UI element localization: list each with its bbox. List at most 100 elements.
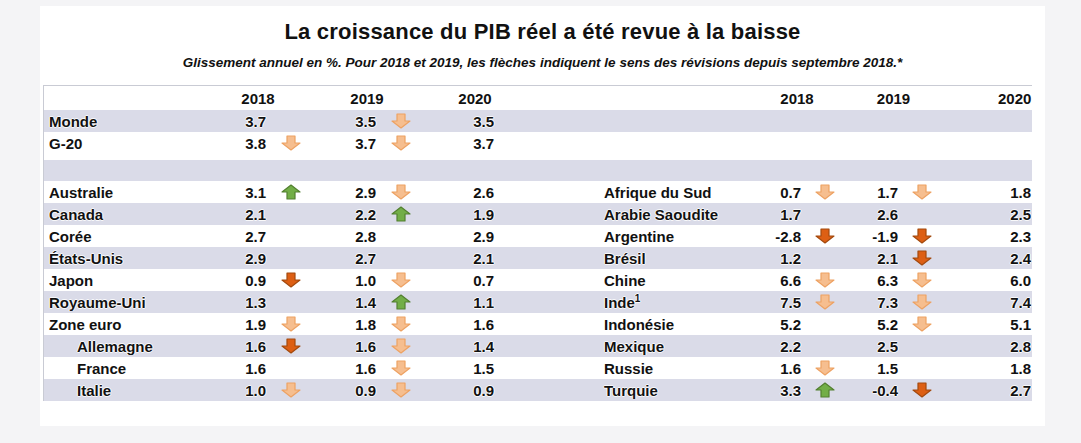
right-value-2020: 5.1 <box>942 316 1031 333</box>
right-arrow-2018 <box>801 360 845 376</box>
left-value-2018: 1.9 <box>204 316 266 333</box>
country-label-left: États-Unis <box>44 250 204 267</box>
chart-subtitle: Glissement annuel en %. Pour 2018 et 201… <box>40 55 1045 70</box>
table-row: Australie 3.1 2.9 2.6 Afrique du Sud 0.7… <box>44 181 1032 203</box>
left-value-2020: 2.9 <box>422 228 494 245</box>
country-label-right: Turquie <box>599 382 749 399</box>
left-value-2020: 0.7 <box>422 272 494 289</box>
right-value-2020: 1.8 <box>942 184 1031 201</box>
left-value-2019: 2.9 <box>312 184 376 201</box>
country-label-right: Russie <box>599 360 749 377</box>
right-value-2018: 2.2 <box>749 338 801 355</box>
right-value-2018: 1.2 <box>749 250 801 267</box>
revision-arrow-down-icon <box>390 184 412 200</box>
country-label-right: Brésil <box>599 250 749 267</box>
right-arrow-2019 <box>898 272 942 288</box>
left-value-2019: 0.9 <box>312 382 376 399</box>
right-arrow-2018 <box>801 228 845 244</box>
right-value-2018: 0.7 <box>749 184 801 201</box>
right-value-2020: 6.0 <box>942 272 1031 289</box>
left-value-2019: 1.6 <box>312 360 376 377</box>
right-value-2019: 7.3 <box>845 294 898 311</box>
table-row: Royaume-Uni 1.3 1.4 1.1 Inde1 7.5 7.3 7.… <box>44 291 1032 313</box>
left-value-2020: 1.5 <box>422 360 494 377</box>
spacer-row <box>44 160 1032 181</box>
right-arrow-2018 <box>801 382 845 398</box>
country-label-left: Australie <box>44 184 204 201</box>
country-label-right: Chine <box>599 272 749 289</box>
revision-arrow-down-icon <box>390 360 412 376</box>
country-label-right: Indonésie <box>599 316 749 333</box>
table-row: G-20 3.8 3.7 3.7 <box>44 132 1032 154</box>
revision-arrow-down-icon <box>814 360 836 376</box>
right-value-2018: -2.8 <box>749 228 801 245</box>
table-row: Allemagne 1.6 1.6 1.4 Mexique 2.2 2.5 2.… <box>44 335 1032 357</box>
left-arrow-2018 <box>266 382 312 398</box>
left-arrow-2018 <box>266 272 312 288</box>
left-arrow-2019 <box>376 135 422 151</box>
right-value-2020: 2.7 <box>942 382 1031 399</box>
country-label-right: Inde1 <box>599 293 749 311</box>
revision-arrow-down-icon <box>390 113 412 129</box>
revision-arrow-down-icon <box>814 294 836 310</box>
revision-arrow-up-icon <box>390 294 412 310</box>
right-value-2020: 2.5 <box>942 206 1031 223</box>
column-header-2018-right: 2018 <box>749 90 845 107</box>
right-arrow-2019 <box>898 228 942 244</box>
left-value-2018: 2.7 <box>204 228 266 245</box>
left-value-2020: 1.4 <box>422 338 494 355</box>
revision-arrow-down-icon <box>390 316 412 332</box>
table-row: Zone euro 1.9 1.8 1.6 Indonésie 5.2 5.2 … <box>44 313 1032 335</box>
left-value-2019: 1.8 <box>312 316 376 333</box>
right-value-2020: 7.4 <box>942 294 1031 311</box>
left-value-2018: 2.1 <box>204 206 266 223</box>
right-value-2020: 1.8 <box>942 360 1031 377</box>
left-value-2018: 1.0 <box>204 382 266 399</box>
right-arrow-2018 <box>801 294 845 310</box>
left-value-2020: 2.1 <box>422 250 494 267</box>
revision-arrow-down-icon <box>911 184 933 200</box>
table-row: France 1.6 1.6 1.5 Russie 1.6 1.5 1.8 <box>44 357 1032 379</box>
left-value-2019: 1.0 <box>312 272 376 289</box>
right-value-2019: -1.9 <box>845 228 898 245</box>
right-value-2019: 5.2 <box>845 316 898 333</box>
column-header-2018-left: 2018 <box>204 90 312 107</box>
right-value-2018: 1.7 <box>749 206 801 223</box>
right-arrow-2018 <box>801 272 845 288</box>
right-arrow-2019 <box>898 184 942 200</box>
country-label-left: Japon <box>44 272 204 289</box>
right-value-2019: 1.5 <box>845 360 898 377</box>
revision-arrow-down-icon <box>280 135 302 151</box>
left-arrow-2019 <box>376 316 422 332</box>
country-label-left: Canada <box>44 206 204 223</box>
column-header-2020-left: 2020 <box>422 90 494 107</box>
left-value-2020: 1.6 <box>422 316 494 333</box>
country-label-left: Corée <box>44 228 204 245</box>
revision-arrow-down-icon <box>911 294 933 310</box>
right-value-2019: 2.6 <box>845 206 898 223</box>
revision-arrow-down-icon <box>814 272 836 288</box>
slide-card: La croissance du PIB réel a été revue à … <box>40 6 1045 426</box>
revision-arrow-down-icon <box>280 316 302 332</box>
left-value-2019: 1.6 <box>312 338 376 355</box>
left-value-2018: 3.1 <box>204 184 266 201</box>
left-value-2020: 1.9 <box>422 206 494 223</box>
right-value-2019: 6.3 <box>845 272 898 289</box>
gdp-table: 2018 2019 2020 2018 2019 2020 Monde 3.7 … <box>43 85 1032 401</box>
left-value-2019: 3.5 <box>312 113 376 130</box>
country-label-left: Allemagne <box>44 338 204 355</box>
left-value-2019: 1.4 <box>312 294 376 311</box>
revision-arrow-down-icon <box>390 382 412 398</box>
revision-arrow-down-icon <box>390 338 412 354</box>
column-header-2019-right: 2019 <box>845 90 942 107</box>
revision-arrow-down-icon <box>390 135 412 151</box>
right-arrow-2019 <box>898 316 942 332</box>
right-value-2020: 2.8 <box>942 338 1031 355</box>
left-arrow-2019 <box>376 184 422 200</box>
table-row: États-Unis 2.9 2.7 2.1 Brésil 1.2 2.1 2.… <box>44 247 1032 269</box>
left-arrow-2018 <box>266 316 312 332</box>
country-label-left: Royaume-Uni <box>44 294 204 311</box>
revision-arrow-up-icon <box>390 206 412 222</box>
revision-arrow-down-icon <box>280 338 302 354</box>
revision-arrow-down-icon <box>280 382 302 398</box>
